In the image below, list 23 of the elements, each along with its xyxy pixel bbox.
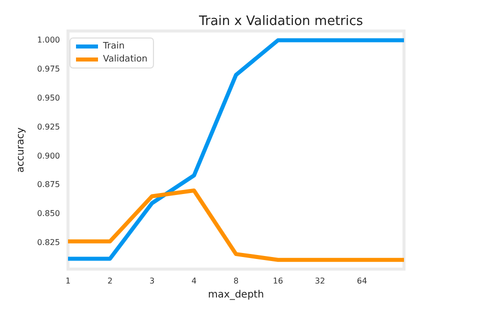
y-tick-label: 0.850 bbox=[37, 209, 60, 218]
x-axis-title: max_depth bbox=[208, 290, 264, 300]
y-tick-label: 0.925 bbox=[37, 122, 60, 132]
line-series bbox=[66, 188, 406, 262]
y-tick-label: 0.900 bbox=[37, 151, 60, 160]
x-tick-label: 4 bbox=[191, 276, 197, 286]
x-tick-label: 1 bbox=[65, 276, 71, 286]
y-tick-label: 0.825 bbox=[37, 238, 60, 248]
legend-label: Train bbox=[102, 42, 125, 52]
x-tick-label: 2 bbox=[107, 276, 113, 286]
x-tick-label: 3 bbox=[149, 276, 155, 286]
y-tick-label: 0.950 bbox=[37, 94, 60, 103]
x-tick-label: 64 bbox=[356, 276, 368, 286]
y-tick-label: 0.875 bbox=[37, 180, 60, 190]
y-axis-title: accuracy bbox=[16, 127, 26, 173]
legend-label: Validation bbox=[103, 54, 148, 64]
y-tick-label: 1.000 bbox=[37, 36, 60, 45]
x-tick-label: 32 bbox=[314, 276, 326, 286]
chart-title: Train x Validation metrics bbox=[198, 14, 364, 29]
line-series bbox=[66, 38, 406, 261]
y-tick-label: 0.975 bbox=[37, 64, 60, 74]
x-tick-label: 8 bbox=[233, 276, 239, 286]
x-tick-label: 16 bbox=[272, 276, 284, 286]
